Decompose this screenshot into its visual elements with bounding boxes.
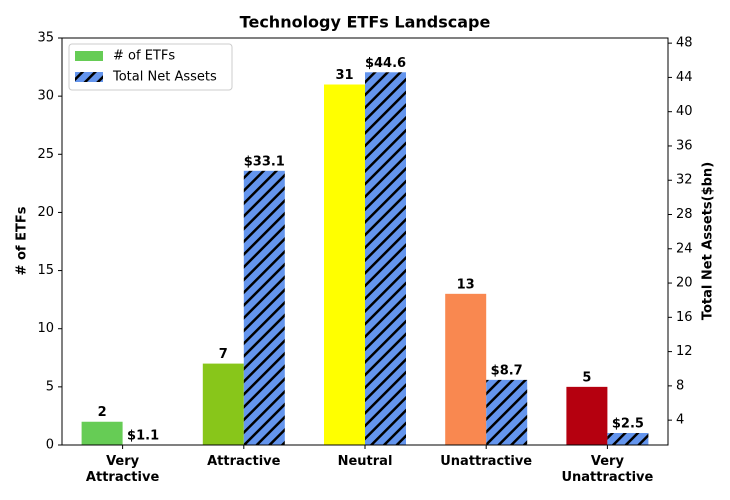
y-tick-label: 10 — [37, 321, 54, 336]
data-label: $8.7 — [491, 363, 523, 378]
y2-tick-label: 16 — [676, 310, 693, 325]
y2-tick-label: 24 — [676, 241, 693, 256]
y-tick-label: 30 — [37, 89, 54, 104]
x-tick-label: Very Unattractive — [561, 454, 653, 485]
bar — [202, 363, 244, 445]
legend-label: Total Net Assets — [112, 70, 217, 85]
data-label: $44.6 — [365, 56, 406, 71]
data-label: 2 — [98, 405, 107, 420]
data-label: 7 — [219, 347, 228, 362]
y2-tick-label: 32 — [676, 173, 693, 188]
y-tick-label: 20 — [37, 205, 54, 220]
x-tick-label: Neutral — [338, 454, 393, 469]
y-tick-label: 5 — [46, 379, 54, 394]
y2-tick-label: 4 — [676, 413, 684, 428]
bar — [607, 433, 649, 445]
legend-box — [68, 43, 233, 91]
y-tick-label: 15 — [37, 263, 54, 278]
y2-tick-label: 28 — [676, 207, 693, 222]
y2-tick-label: 8 — [676, 378, 684, 393]
y-tick-label: 0 — [46, 438, 54, 453]
y2-tick-label: 36 — [676, 138, 693, 153]
y-axis-label: # of ETFs — [15, 206, 30, 275]
y2-tick-label: 48 — [676, 36, 693, 51]
bar — [445, 293, 487, 445]
x-tick-label: Very Attractive — [86, 454, 160, 485]
y-tick-label: 35 — [37, 31, 54, 46]
bar — [365, 72, 406, 445]
bar — [566, 386, 608, 445]
data-label: 31 — [335, 68, 353, 83]
legend-label: # of ETFs — [113, 49, 175, 64]
legend-swatch — [75, 72, 103, 82]
bar — [324, 84, 365, 445]
bar — [81, 421, 123, 445]
y2-axis-label: Total Net Assets($bn) — [701, 162, 716, 320]
data-label: $33.1 — [244, 154, 285, 169]
bar — [486, 379, 528, 445]
data-label: 13 — [457, 277, 475, 292]
legend-swatch — [75, 51, 103, 61]
data-label: $2.5 — [612, 417, 644, 432]
y2-tick-label: 12 — [676, 344, 693, 359]
y2-tick-label: 40 — [676, 104, 693, 119]
plot-frame — [61, 37, 669, 446]
y-tick-label: 25 — [37, 147, 54, 162]
data-label: $1.1 — [127, 429, 159, 444]
y2-tick-label: 44 — [676, 70, 693, 85]
x-tick-label: Attractive — [207, 454, 281, 469]
bar — [243, 170, 285, 445]
y2-tick-label: 20 — [676, 276, 693, 291]
data-label: 5 — [582, 370, 591, 385]
x-tick-label: Unattractive — [440, 454, 532, 469]
chart-title: Technology ETFs Landscape — [240, 13, 491, 32]
